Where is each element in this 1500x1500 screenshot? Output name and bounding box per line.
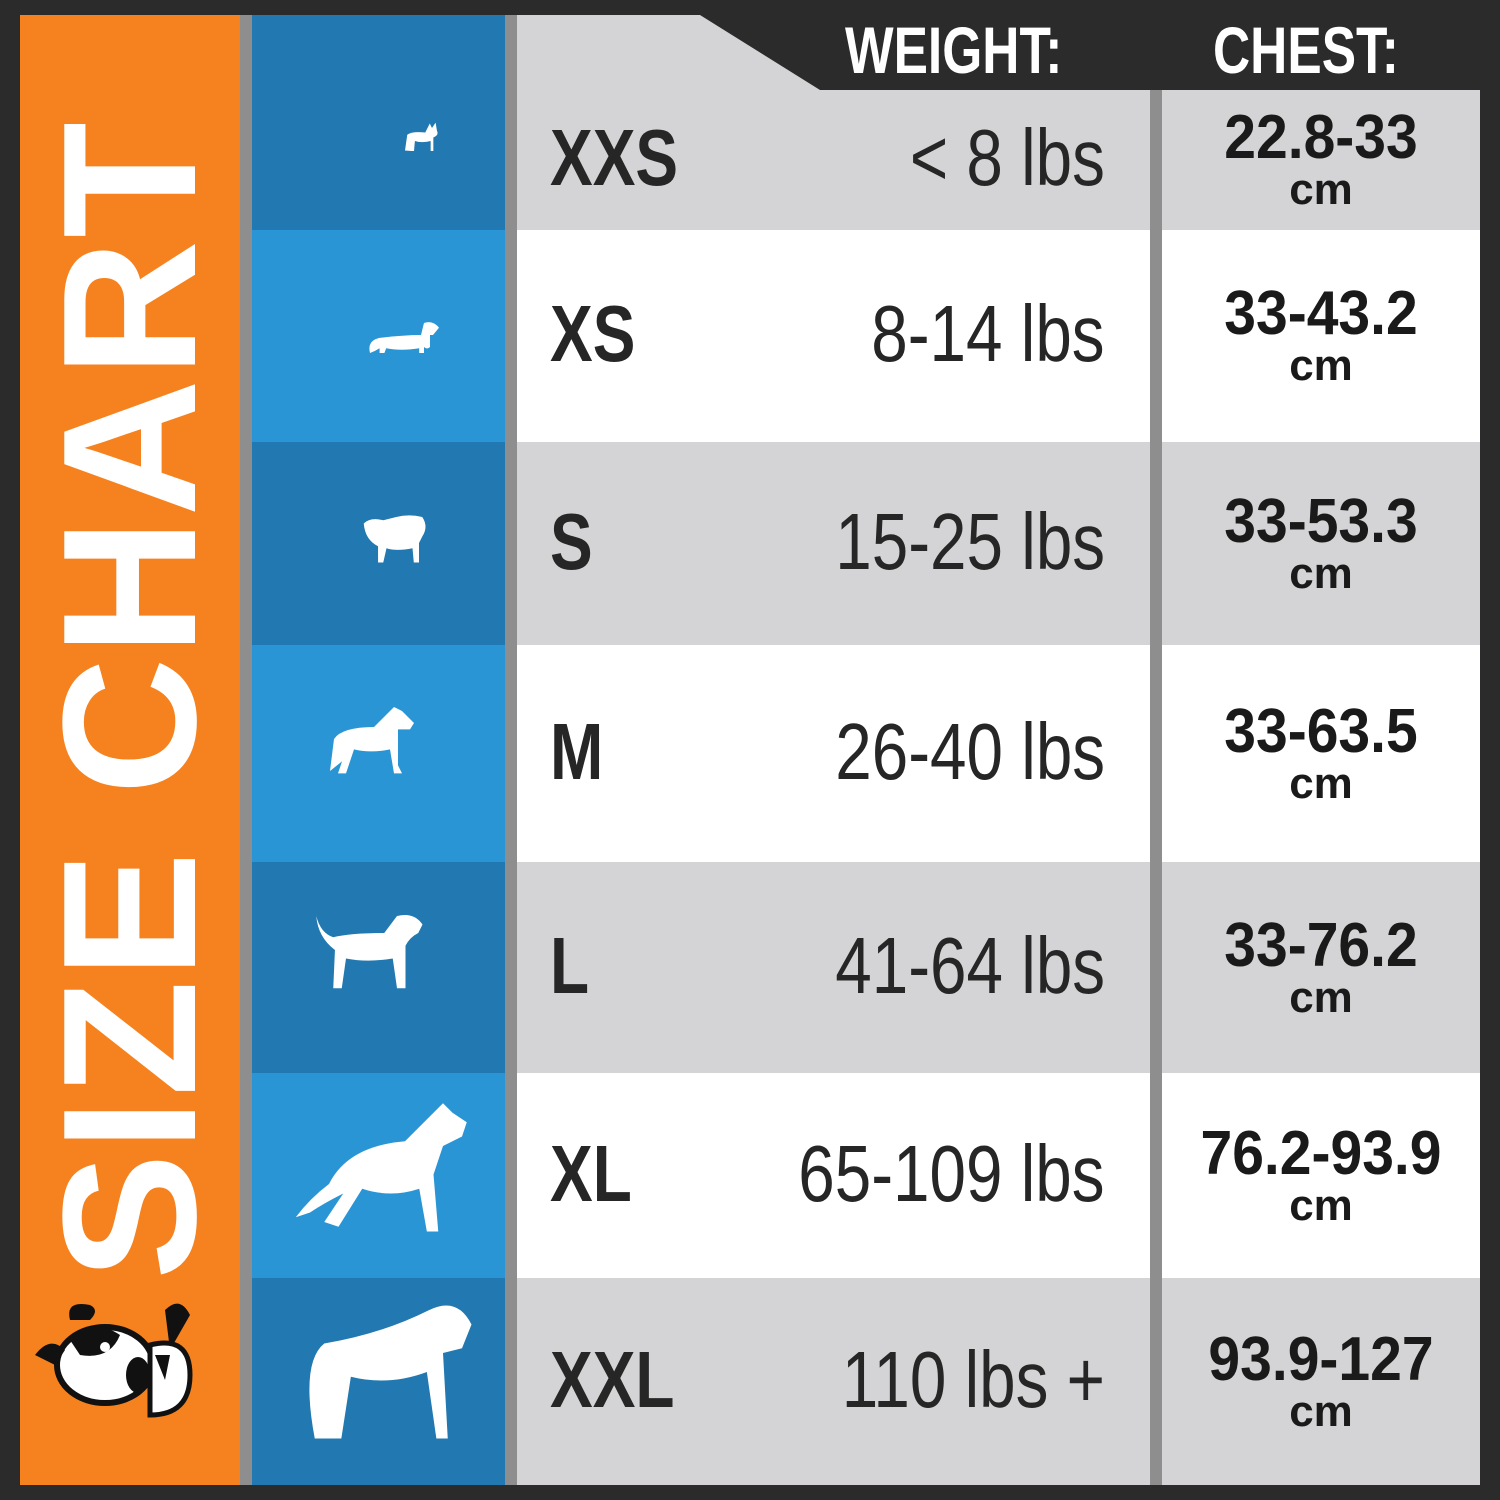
chest-cell: 33-53.3 cm bbox=[1162, 442, 1480, 645]
size-label: XXS bbox=[550, 113, 679, 202]
chest-value: 33-76.2 bbox=[1224, 910, 1418, 980]
size-label: L bbox=[550, 920, 590, 1010]
chest-header: CHEST: bbox=[1213, 13, 1399, 87]
weight-value: 15-25 lbs bbox=[835, 496, 1105, 586]
schnauzer-silhouette-icon bbox=[330, 706, 414, 774]
chest-unit: cm bbox=[1289, 165, 1353, 214]
divider bbox=[1150, 90, 1162, 1485]
size-label: XS bbox=[550, 289, 636, 378]
chest-value: 33-43.2 bbox=[1224, 279, 1418, 348]
dachshund-silhouette-icon bbox=[369, 322, 439, 353]
weight-value: 26-40 lbs bbox=[835, 706, 1105, 796]
chest-unit: cm bbox=[1289, 1180, 1353, 1230]
chest-unit: cm bbox=[1289, 341, 1353, 390]
weight-header: WEIGHT: bbox=[845, 13, 1063, 87]
chest-cell: 33-63.5 cm bbox=[1162, 645, 1480, 862]
chart-title: SIZE CHART bbox=[24, 120, 236, 1280]
chest-value: 33-53.3 bbox=[1224, 486, 1418, 556]
size-label: S bbox=[550, 496, 593, 586]
divider bbox=[240, 15, 252, 1485]
weight-value: 65-109 lbs bbox=[798, 1128, 1105, 1218]
dog-icon-cell bbox=[252, 442, 505, 645]
table-row: L 41-64 lbs bbox=[517, 862, 1150, 1073]
dog-icon-cell bbox=[252, 230, 505, 442]
chest-cell: 33-43.2 cm bbox=[1162, 230, 1480, 442]
table-row: XL 65-109 lbs bbox=[517, 1073, 1150, 1278]
mastiff-silhouette-icon bbox=[308, 1305, 471, 1439]
divider bbox=[505, 15, 517, 1485]
chest-cell: 76.2-93.9 cm bbox=[1162, 1073, 1480, 1278]
chihuahua-silhouette-icon bbox=[404, 122, 438, 152]
cartoon-dog-logo-icon bbox=[35, 1303, 193, 1418]
dog-icon-cell bbox=[252, 15, 505, 230]
chest-value: 76.2-93.9 bbox=[1200, 1118, 1442, 1188]
chest-cell: 93.9-127 cm bbox=[1162, 1278, 1480, 1485]
weight-value: < 8 lbs bbox=[909, 113, 1105, 202]
table-row: XS 8-14 lbs bbox=[517, 230, 1150, 442]
dog-icon-cell bbox=[252, 1073, 505, 1278]
weight-value: 110 lbs + bbox=[841, 1334, 1105, 1424]
chest-unit: cm bbox=[1289, 972, 1353, 1022]
shepherd-silhouette-icon bbox=[295, 1103, 467, 1232]
dog-icon-cell bbox=[252, 645, 505, 862]
chest-value: 22.8-33 bbox=[1224, 103, 1418, 172]
table-row: XXL 110 lbs + bbox=[517, 1278, 1150, 1485]
chest-cell: 22.8-33 cm bbox=[1162, 90, 1480, 230]
weight-value: 8-14 lbs bbox=[871, 289, 1105, 378]
title-panel bbox=[20, 15, 240, 1485]
chest-unit: cm bbox=[1289, 758, 1353, 808]
chest-unit: cm bbox=[1289, 1386, 1353, 1436]
chest-cell: 33-76.2 cm bbox=[1162, 862, 1480, 1073]
pug-silhouette-icon bbox=[363, 515, 425, 563]
size-label: XXL bbox=[550, 1334, 675, 1424]
weight-value: 41-64 lbs bbox=[835, 920, 1105, 1010]
table-row: S 15-25 lbs bbox=[517, 442, 1150, 645]
chest-value: 33-63.5 bbox=[1224, 696, 1418, 766]
dog-icon-cell bbox=[252, 1278, 505, 1485]
table-row: M 26-40 lbs bbox=[517, 645, 1150, 862]
spaniel-silhouette-icon bbox=[315, 914, 422, 989]
header-band bbox=[700, 15, 1500, 90]
size-label: M bbox=[550, 706, 604, 796]
chest-value: 93.9-127 bbox=[1208, 1324, 1434, 1394]
dog-icon-cell bbox=[252, 862, 505, 1073]
chest-unit: cm bbox=[1289, 548, 1353, 598]
size-label: XL bbox=[550, 1128, 632, 1218]
